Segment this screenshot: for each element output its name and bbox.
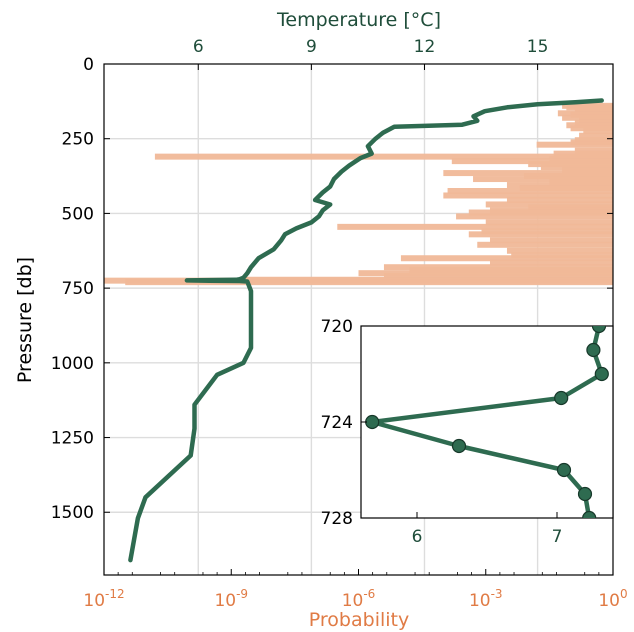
top-x-axis-title: Temperature [°C] [276,9,441,31]
bottom-x-tick-label: 10-9 [214,587,248,611]
probability-bar [477,241,613,248]
inset-point [365,414,380,430]
probability-bar [456,213,613,220]
temperature-profile [128,98,604,563]
inset-point [577,486,593,502]
probability-bar [468,209,613,216]
bottom-x-axis-title: Probability [309,609,409,631]
inset-point [554,390,569,406]
probability-bar [506,247,613,254]
probability-bars [104,102,613,286]
top-x-tick-label: 15 [527,37,549,57]
top-x-tick-label: 12 [414,37,436,57]
inset-frame [360,325,614,519]
y-axis-title: Pressure [db] [14,257,36,383]
y-tick-label: 750 [62,279,94,299]
probability-bar [579,132,613,139]
inset-point [582,510,597,518]
probability-bar [536,141,613,148]
top-x-tick-label: 9 [306,37,317,57]
probability-bar [125,279,613,286]
inset-y-tick-label: 724 [321,413,353,433]
probability-bar [489,237,613,244]
probability-bar [468,231,613,238]
inset-x-tick-label: 6 [412,527,423,547]
probability-bar [485,219,613,226]
probability-bar [583,128,613,135]
y-tick-label: 1250 [51,429,94,449]
y-tick-label: 0 [83,55,94,75]
probability-bar [489,259,613,266]
top-x-tick-label: 6 [193,37,204,57]
probability-bar [400,255,613,262]
bottom-x-tick-label: 100 [598,587,627,611]
bottom-x-tick-label: 10-3 [469,587,503,611]
inset-point [594,366,609,382]
inset-y-tick-label: 728 [321,509,353,529]
bottom-x-tick-label: 10-12 [83,587,124,611]
probability-bar [154,153,613,160]
temperature-line [128,98,604,563]
axis-ticks: 6 9 12 15 0 250 500 750 1000 1250 1500 10-12 10-9 10-… [51,37,628,611]
probability-bar [473,176,613,183]
inset-x-tick-label: 7 [552,527,563,547]
y-tick-label: 1000 [51,354,94,374]
inset-point [591,326,607,334]
probability-bar [443,192,613,199]
y-tick-label: 1500 [51,503,94,523]
probability-bar [447,188,613,195]
inset-chart: 6 7 720 724 728 [321,317,614,547]
y-tick-label: 250 [62,130,94,150]
inset-point [556,462,572,478]
bottom-x-tick-label: 10-6 [342,587,376,611]
inset-plot-area [365,326,609,518]
probability-bar [506,196,613,203]
inset-point [451,438,467,454]
probability-bar [383,273,613,280]
probability-bar [337,223,613,230]
inset-y-tick-label: 720 [321,317,353,337]
y-tick-label: 500 [62,204,94,224]
inset-point [586,342,601,358]
